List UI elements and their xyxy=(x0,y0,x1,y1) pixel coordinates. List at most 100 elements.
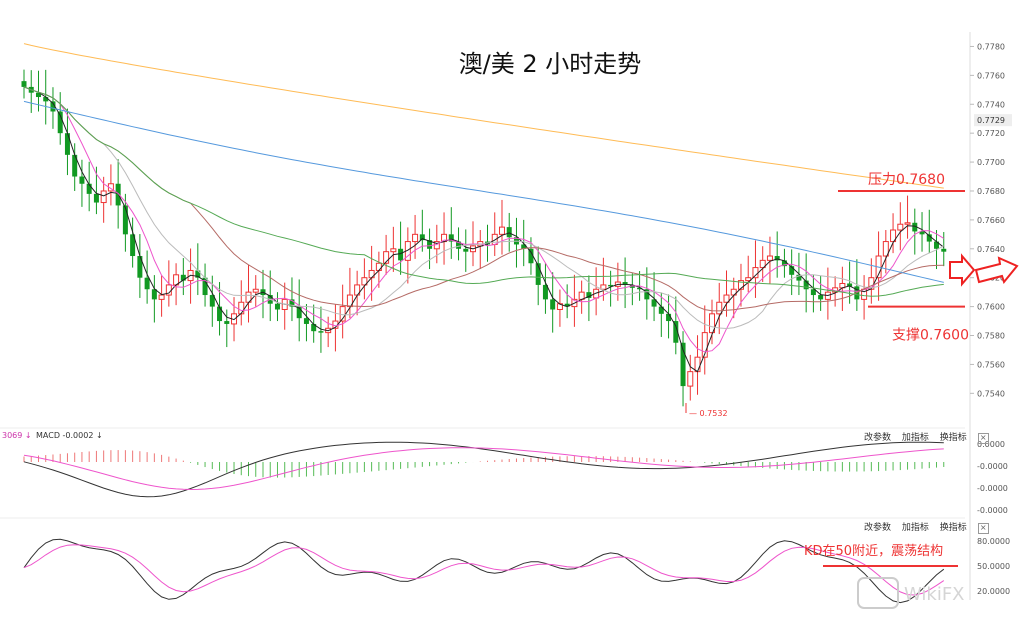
arrow-down-icon xyxy=(949,253,976,287)
main-y-tick-label: 0.7760 xyxy=(977,71,1005,80)
last-price-label: 0.7729 xyxy=(977,116,1005,125)
candle-body-up xyxy=(346,294,353,308)
candle-body-down xyxy=(79,176,85,184)
ma-black-line xyxy=(23,86,945,373)
candle-body-up xyxy=(687,371,694,387)
candle-body-down xyxy=(680,342,686,387)
kd-add-indicator-button[interactable]: 加指标 xyxy=(901,523,929,533)
kd-annotation: KD在50附近，震荡结构 xyxy=(804,544,943,559)
candle-body-down xyxy=(912,222,918,232)
candle-body-up xyxy=(897,223,904,231)
macd-dea-line xyxy=(23,447,944,491)
kd-d-line xyxy=(23,544,945,596)
candle-body-up xyxy=(100,190,107,204)
candle-body-down xyxy=(72,154,78,177)
candle-body-down xyxy=(130,234,136,257)
candle-body-up xyxy=(498,226,505,235)
candle-body-down xyxy=(934,241,940,249)
candle-body-down xyxy=(289,299,295,307)
candle-body-down xyxy=(550,299,556,310)
candle-body-down xyxy=(217,306,223,322)
candle-body-down xyxy=(448,234,454,242)
kd-modify-params-button[interactable]: 改参数 xyxy=(864,523,892,533)
candle-body-up xyxy=(723,294,730,303)
candle-body-down xyxy=(658,306,664,314)
candle-body-down xyxy=(296,306,302,319)
main-y-tick-label: 0.7600 xyxy=(977,303,1005,312)
macd-modify-params-button[interactable]: 改参数 xyxy=(864,433,892,443)
candle-body-down xyxy=(810,289,816,296)
candle-body-down xyxy=(651,299,657,307)
kd-y-tick-label: 50.0000 xyxy=(977,562,1010,571)
candle-body-down xyxy=(122,205,128,235)
candle-body-up xyxy=(745,277,752,282)
candle-body-up xyxy=(766,255,773,261)
arrow-up-icon xyxy=(974,256,1019,285)
candle-body-down xyxy=(781,260,787,267)
candle-body-down xyxy=(926,234,932,242)
candle-body-down xyxy=(419,234,425,241)
candle-body-down xyxy=(427,240,433,249)
kd-panel-tools: 改参数 加指标 换指标 × xyxy=(864,520,989,534)
macd-add-indicator-button[interactable]: 加指标 xyxy=(901,433,929,443)
candle-body-up xyxy=(252,288,259,293)
main-y-tick-label: 0.7720 xyxy=(977,129,1005,138)
candle-body-up xyxy=(890,229,897,243)
macd-switch-indicator-button[interactable]: 换指标 xyxy=(939,433,967,443)
low-marker-label: — 0.7532 xyxy=(689,409,728,418)
candle-body-down xyxy=(622,282,628,285)
candle-body-down xyxy=(941,248,947,252)
macd-y-tick-label: -0.0000 xyxy=(977,484,1008,493)
candle-body-down xyxy=(456,241,462,249)
candle-body-down xyxy=(506,227,512,238)
candle-body-up xyxy=(904,222,911,225)
main-y-tick-label: 0.7700 xyxy=(977,158,1005,167)
ma-gray-line xyxy=(23,86,945,330)
candle-body-down xyxy=(274,303,280,310)
macd-header-left: 3069 ↓ xyxy=(2,431,32,440)
kd-switch-indicator-button[interactable]: 换指标 xyxy=(939,523,967,533)
candle-body-down xyxy=(818,295,824,300)
main-y-tick-label: 0.7560 xyxy=(977,360,1005,369)
macd-y-tick-label: -0.0000 xyxy=(977,462,1008,471)
kd-y-tick-label: 20.0000 xyxy=(977,587,1010,596)
ma-blue-line xyxy=(23,100,944,283)
candle-body-down xyxy=(35,92,41,98)
main-y-tick-label: 0.7580 xyxy=(977,332,1005,341)
candle-body-up xyxy=(709,313,716,334)
candle-body-down xyxy=(673,321,679,343)
macd-y-tick-label: 0.0000 xyxy=(977,440,1005,449)
candle-body-down xyxy=(666,313,672,322)
candle-body-down xyxy=(528,248,534,264)
candle-body-up xyxy=(759,259,766,269)
candle-body-up xyxy=(882,241,889,257)
main-y-tick-label: 0.7660 xyxy=(977,216,1005,225)
candle-body-down xyxy=(463,248,469,252)
macd-close-icon[interactable]: × xyxy=(977,433,989,444)
candle-body-up xyxy=(361,277,368,286)
candle-body-up xyxy=(737,280,744,290)
candle-body-down xyxy=(318,331,324,333)
candle-body-up xyxy=(375,262,382,271)
main-y-tick-label: 0.7640 xyxy=(977,245,1005,254)
candle-body-down xyxy=(847,283,853,287)
macd-header-value: MACD -0.0002 ↓ xyxy=(36,431,103,440)
main-y-tick-label: 0.7540 xyxy=(977,389,1005,398)
candle-body-up xyxy=(752,267,759,279)
candle-body-down xyxy=(93,193,99,203)
candle-body-up xyxy=(390,248,397,253)
resistance-label: 压力0.7680 xyxy=(868,172,945,188)
kd-y-tick-label: 80.0000 xyxy=(977,537,1010,546)
chart-title: 澳/美 2 小时走势 xyxy=(459,50,642,78)
candle-body-down xyxy=(521,244,527,249)
candle-body-down xyxy=(209,295,215,307)
kd-close-icon[interactable]: × xyxy=(977,523,989,534)
candle-body-down xyxy=(774,256,780,261)
candle-body-up xyxy=(412,233,419,243)
candle-body-down xyxy=(311,323,317,332)
candle-body-down xyxy=(542,284,548,300)
candle-body-up xyxy=(238,301,245,315)
main-y-tick-label: 0.7680 xyxy=(977,187,1005,196)
candle-body-down xyxy=(919,231,925,235)
